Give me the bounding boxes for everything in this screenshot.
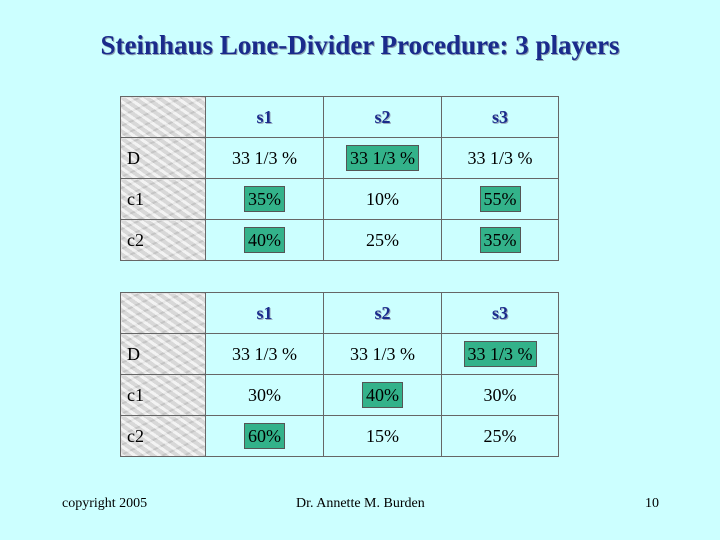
cell-value: 25%: [483, 425, 517, 446]
table-cell: 30%: [205, 374, 324, 416]
column-header-s3: s3: [441, 292, 559, 334]
highlighted-cell-value: 55%: [479, 186, 521, 212]
highlighted-cell-value: 33 1/3 %: [463, 341, 537, 367]
table-cell: 25%: [323, 219, 442, 261]
cell-value: 33 1/3 %: [232, 147, 297, 168]
row-label-c2: c2: [120, 415, 206, 457]
table-cell: 33 1/3 %: [205, 333, 324, 375]
table-row: D 33 1/3 % 33 1/3 % 33 1/3 %: [120, 137, 559, 179]
slide-title: Steinhaus Lone-Divider Procedure: 3 play…: [100, 30, 620, 60]
valuation-table-1: s1 s2 s3 D 33 1/3 % 33 1/3 % 33 1/3 % c1…: [120, 96, 559, 261]
table-header-row: s1 s2 s3: [120, 292, 559, 334]
table-cell: 33 1/3 %: [323, 333, 442, 375]
table-cell: 25%: [441, 415, 559, 457]
cell-value: 33 1/3 %: [467, 147, 533, 168]
copyright-text: copyright 2005: [62, 496, 148, 511]
table-cell: 35%: [205, 178, 324, 220]
table-cell: 30%: [441, 374, 559, 416]
table-header-row: s1 s2 s3: [120, 96, 559, 138]
table-cell: 33 1/3 %: [323, 137, 442, 179]
highlighted-cell-value: 60%: [244, 423, 285, 449]
cell-value: 10%: [366, 188, 399, 209]
column-header-s1: s1: [205, 96, 324, 138]
row-label-c1: c1: [120, 178, 206, 220]
table-row: c1 35% 10% 55%: [120, 178, 559, 220]
highlighted-cell-value: 40%: [362, 382, 403, 408]
author-text: Dr. Annette M. Burden: [296, 496, 425, 511]
cell-value: 30%: [483, 384, 517, 405]
column-header-s2: s2: [323, 292, 442, 334]
cell-value: 30%: [248, 384, 281, 405]
cell-value: 33 1/3 %: [232, 343, 297, 364]
highlighted-cell-value: 35%: [479, 227, 521, 253]
column-header-s1: s1: [205, 292, 324, 334]
cell-value: 25%: [366, 229, 399, 250]
table-row: c2 60% 15% 25%: [120, 415, 559, 457]
table-cell: 60%: [205, 415, 324, 457]
row-label-c2: c2: [120, 219, 206, 261]
corner-cell: [120, 96, 206, 138]
valuation-table-2: s1 s2 s3 D 33 1/3 % 33 1/3 % 33 1/3 % c1…: [120, 292, 559, 457]
page-number: 10: [645, 496, 659, 511]
column-header-s2: s2: [323, 96, 442, 138]
row-label-d: D: [120, 333, 206, 375]
table-row: c2 40% 25% 35%: [120, 219, 559, 261]
cell-value: 15%: [366, 425, 399, 446]
cell-value: 33 1/3 %: [350, 343, 415, 364]
highlighted-cell-value: 33 1/3 %: [346, 145, 419, 171]
table-cell: 40%: [205, 219, 324, 261]
row-label-c1: c1: [120, 374, 206, 416]
highlighted-cell-value: 40%: [244, 227, 285, 253]
table-row: c1 30% 40% 30%: [120, 374, 559, 416]
table-cell: 33 1/3 %: [205, 137, 324, 179]
column-header-s3: s3: [441, 96, 559, 138]
highlighted-cell-value: 35%: [244, 186, 285, 212]
corner-cell: [120, 292, 206, 334]
row-label-d: D: [120, 137, 206, 179]
table-cell: 10%: [323, 178, 442, 220]
table-cell: 35%: [441, 219, 559, 261]
table-cell: 33 1/3 %: [441, 333, 559, 375]
table-cell: 15%: [323, 415, 442, 457]
table-cell: 40%: [323, 374, 442, 416]
table-cell: 55%: [441, 178, 559, 220]
table-cell: 33 1/3 %: [441, 137, 559, 179]
table-row: D 33 1/3 % 33 1/3 % 33 1/3 %: [120, 333, 559, 375]
